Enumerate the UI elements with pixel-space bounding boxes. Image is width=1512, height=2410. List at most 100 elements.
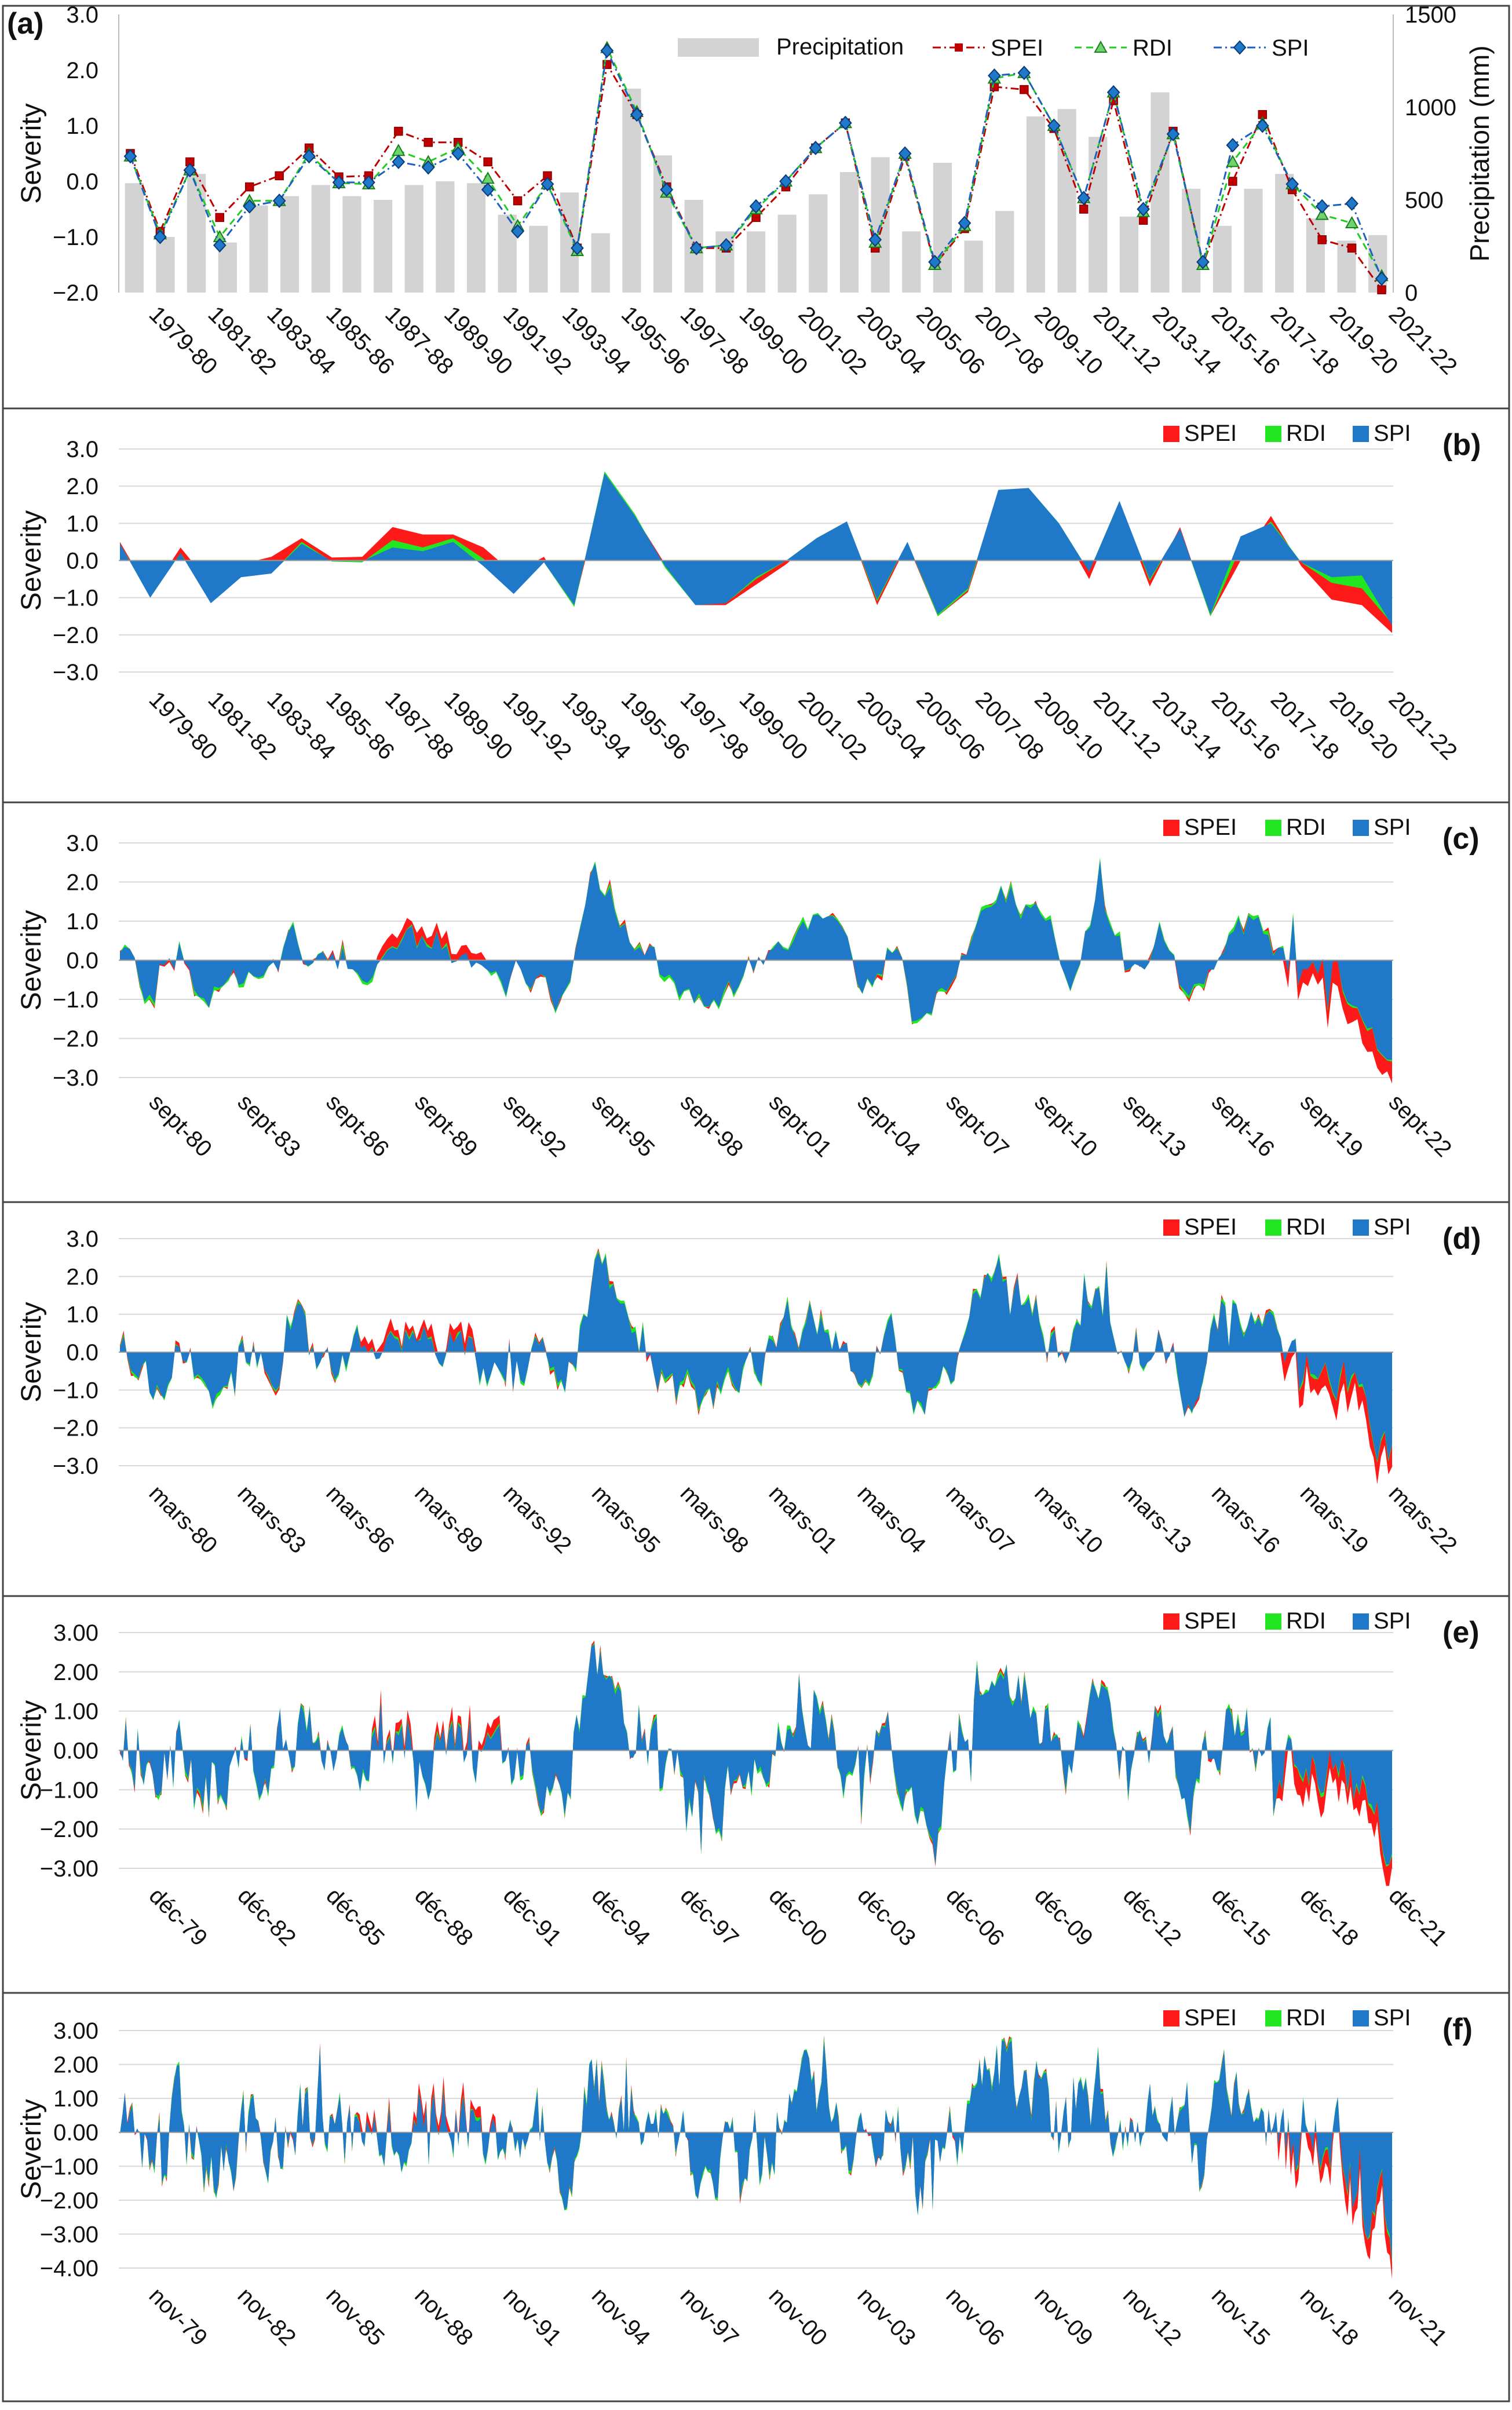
legend-label-rdi: RDI: [1133, 35, 1173, 61]
precipitation-bar: [591, 233, 610, 293]
y-tick-label: −2.0: [53, 1027, 98, 1052]
point-spi: [1137, 202, 1150, 217]
point-rdi: [392, 144, 406, 156]
point-spi: [1077, 191, 1091, 206]
point-spi: [1345, 196, 1358, 211]
point-rdi: [1315, 207, 1329, 220]
x-tick-label: nov-06: [941, 2283, 1009, 2351]
point-spi: [1166, 126, 1180, 141]
x-tick-label: mars-19: [1295, 1480, 1374, 1558]
y-tick-label: 2.00: [53, 2053, 98, 2078]
legend-label-spi: SPI: [1374, 2005, 1411, 2031]
precipitation-bar: [809, 194, 828, 293]
y2-tick-label: 1000: [1405, 95, 1456, 121]
point-spi: [362, 175, 375, 190]
x-tick-label: déc-97: [675, 1883, 744, 1951]
y-tick-label: 2.0: [66, 58, 98, 83]
legend-label-spei: SPEI: [1184, 421, 1237, 446]
x-tick-label: nov-15: [1207, 2283, 1275, 2351]
precipitation-bar: [622, 89, 641, 293]
point-spei: [215, 213, 225, 222]
point-rdi: [1226, 155, 1240, 167]
legend-swatch-spi: [1353, 1219, 1369, 1236]
legend-label-spi: SPI: [1374, 815, 1411, 840]
point-spi: [332, 175, 346, 190]
x-tick-label: déc-79: [144, 1883, 213, 1951]
precipitation-bar: [529, 225, 548, 293]
y-tick-label: 1.0: [66, 511, 98, 536]
x-tick-label: déc-12: [1118, 1883, 1186, 1951]
precipitation-bar: [1026, 116, 1046, 293]
panel-label: (c): [1442, 822, 1480, 856]
legend-label-spi: SPI: [1374, 1608, 1411, 1634]
y-tick-label: 3.00: [53, 2018, 98, 2044]
point-spi: [481, 182, 495, 197]
y-axis-title: Severity: [16, 510, 47, 611]
x-tick-label: sept-19: [1295, 1089, 1368, 1162]
legend-swatch-rdi: [1265, 2010, 1281, 2026]
point-spei: [423, 138, 433, 147]
x-tick-label: nov-82: [232, 2283, 301, 2351]
y-tick-label: 0.0: [66, 169, 98, 195]
point-spi: [1375, 271, 1389, 286]
x-tick-label: nov-94: [587, 2283, 655, 2351]
precipitation-bar: [249, 205, 268, 293]
point-spi: [511, 224, 524, 239]
precipitation-bar: [1368, 235, 1387, 293]
point-spi: [1255, 118, 1269, 133]
x-tick-label: nov-88: [410, 2283, 478, 2351]
legend-swatch-spei: [1163, 2010, 1179, 2026]
x-tick-label: mars-01: [764, 1480, 842, 1558]
point-spi: [1196, 254, 1210, 269]
point-rdi: [1345, 216, 1359, 228]
legend-swatch-spi: [1353, 426, 1369, 442]
x-tick-label: mars-95: [587, 1480, 665, 1558]
point-spi: [809, 140, 823, 155]
point-spei: [1138, 216, 1148, 225]
x-tick-label: déc-91: [498, 1883, 567, 1951]
point-spei: [1377, 285, 1386, 294]
point-spei: [751, 213, 761, 222]
y-tick-label: −3.00: [40, 2222, 98, 2247]
precipitation-bar: [1089, 137, 1108, 293]
precipitation-bar: [1306, 218, 1325, 293]
y-tick-label: −3.0: [53, 1065, 98, 1091]
point-spi: [272, 193, 286, 209]
y-tick-label: 3.0: [66, 437, 98, 462]
x-tick-label: mars-10: [1029, 1480, 1108, 1558]
y-tick-label: 0.0: [66, 1340, 98, 1365]
point-spi: [1047, 118, 1061, 133]
point-spi: [720, 238, 733, 253]
legend-label-spi: SPI: [1374, 421, 1411, 446]
precipitation-bar: [1119, 216, 1138, 293]
legend-swatch-rdi: [1265, 426, 1281, 442]
point-spi: [600, 43, 614, 58]
x-tick-label: mars-83: [232, 1480, 311, 1558]
x-tick-label: déc-82: [232, 1883, 301, 1951]
panel-label: (d): [1442, 1222, 1481, 1255]
x-tick-label: mars-92: [498, 1480, 576, 1558]
x-tick-label: nov-91: [498, 2283, 567, 2351]
y-tick-label: −2.0: [53, 1416, 98, 1441]
y2-tick-label: 1500: [1405, 2, 1456, 28]
x-tick-label: sept-07: [941, 1089, 1013, 1162]
legend-marker-rdi: [1094, 40, 1108, 53]
panel-label: (f): [1442, 2013, 1473, 2046]
y-axis-title: Severity: [16, 1302, 47, 1402]
y-tick-label: −2.00: [40, 1817, 98, 1842]
x-tick-label: sept-80: [144, 1089, 217, 1162]
precipitation-bar: [902, 231, 921, 293]
precipitation-bar: [1151, 92, 1170, 293]
legend-swatch-spei: [1163, 1219, 1179, 1236]
point-spi: [868, 232, 882, 247]
y-tick-label: −2.0: [53, 623, 98, 648]
y-axis-title: Severity: [16, 910, 47, 1010]
x-tick-label: mars-04: [852, 1480, 930, 1558]
precipitation-bar: [342, 196, 361, 293]
legend-swatch-spi: [1353, 2010, 1369, 2026]
point-spi: [571, 240, 584, 255]
precipitation-bar: [746, 231, 766, 293]
y-axis-title: Severity: [16, 2099, 47, 2199]
